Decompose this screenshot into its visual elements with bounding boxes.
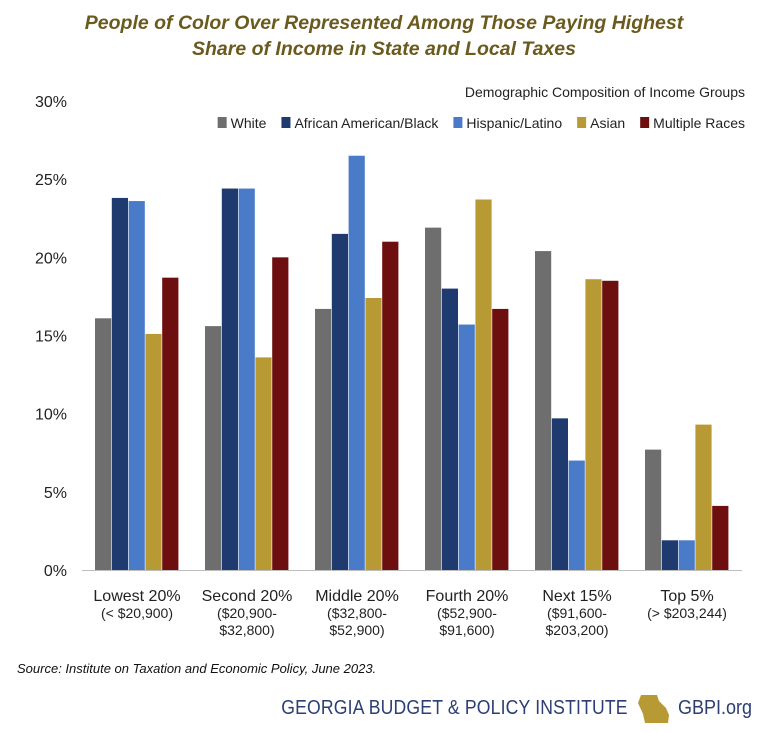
legend-swatch — [453, 117, 463, 128]
x-category-label: $52,900) — [329, 622, 384, 638]
bar-hispanic-latino-4 — [568, 460, 585, 570]
bar-asian-4 — [585, 279, 602, 570]
x-category-label: Fourth 20% — [426, 588, 509, 605]
legend-label: Asian — [590, 115, 625, 131]
bar-hispanic-latino-3 — [458, 324, 475, 570]
chart-title: People of Color Over Represented Among T… — [0, 10, 768, 62]
legend-swatch — [217, 117, 227, 128]
bar-white-1 — [205, 326, 222, 570]
chart-title-line-2: Share of Income in State and Local Taxes — [192, 38, 576, 60]
bar-chart: 0% 5% 10% 15% 20% 25% 30% Lowest 20%(< $20,900)… — [35, 84, 745, 638]
legend-label: Multiple Races — [653, 115, 745, 131]
bar-african-american-black-0 — [111, 197, 128, 570]
bar-white-4 — [535, 251, 552, 570]
bar-hispanic-latino-1 — [238, 188, 255, 570]
x-category-label: ($52,900- — [437, 605, 497, 621]
legend-label: African American/Black — [294, 115, 439, 131]
site-url: GBPI.org — [678, 697, 753, 719]
bar-white-3 — [425, 227, 442, 570]
y-tick-label: 30% — [35, 94, 67, 111]
bar-white-0 — [95, 318, 112, 570]
legend-label: White — [231, 115, 267, 131]
bar-asian-1 — [255, 357, 272, 570]
legend-label: Hispanic/Latino — [466, 115, 562, 131]
x-category-label: $32,800) — [219, 622, 274, 638]
org-name: GEORGIA BUDGET & POLICY INSTITUTE — [281, 697, 628, 719]
bar-multiple-races-5 — [712, 505, 729, 570]
legend-swatch — [577, 117, 587, 128]
bar-african-american-black-1 — [221, 188, 238, 570]
y-tick-label: 25% — [35, 172, 67, 189]
bar-multiple-races-1 — [272, 257, 289, 570]
bar-asian-2 — [365, 297, 382, 570]
chart-title-line-1: People of Color Over Represented Among T… — [84, 12, 684, 34]
x-category-label: ($91,600- — [547, 605, 607, 621]
x-category-label: $203,200) — [545, 622, 608, 638]
source-note: Source: Institute on Taxation and Econom… — [17, 661, 377, 676]
bar-hispanic-latino-5 — [678, 540, 695, 570]
bar-hispanic-latino-0 — [128, 201, 145, 570]
bar-hispanic-latino-2 — [348, 155, 365, 570]
y-tick-label: 15% — [35, 329, 67, 346]
bar-african-american-black-4 — [551, 418, 568, 570]
legend-swatch — [281, 117, 291, 128]
bar-white-2 — [315, 308, 332, 570]
x-category-label: $91,600) — [439, 622, 494, 638]
bar-multiple-races-0 — [162, 277, 179, 570]
x-category-label: (> $203,244) — [647, 605, 727, 621]
bar-white-5 — [645, 449, 662, 570]
y-tick-label: 20% — [35, 250, 67, 267]
bar-multiple-races-2 — [382, 241, 399, 570]
x-category-label: Top 5% — [660, 588, 713, 605]
y-tick-label: 0% — [44, 563, 67, 580]
bar-african-american-black-5 — [661, 540, 678, 570]
x-category-label: (< $20,900) — [101, 605, 173, 621]
footer-branding: GEORGIA BUDGET & POLICY INSTITUTE GBPI.o… — [0, 690, 768, 730]
bar-asian-0 — [145, 333, 162, 570]
legend-swatch — [640, 117, 650, 128]
x-category-label: Middle 20% — [315, 588, 399, 605]
y-tick-label: 10% — [35, 407, 67, 424]
bar-multiple-races-4 — [602, 280, 619, 570]
x-category-label: Lowest 20% — [93, 588, 180, 605]
y-tick-label: 5% — [44, 485, 67, 502]
bar-multiple-races-3 — [492, 308, 509, 570]
bar-african-american-black-3 — [441, 288, 458, 570]
georgia-state-icon — [638, 695, 669, 723]
bar-african-american-black-2 — [331, 233, 348, 570]
legend-title: Demographic Composition of Income Groups — [465, 84, 745, 100]
bar-asian-3 — [475, 199, 492, 571]
x-category-label: ($20,900- — [217, 605, 277, 621]
x-category-label: ($32,800- — [327, 605, 387, 621]
x-category-label: Second 20% — [202, 588, 293, 605]
x-category-label: Next 15% — [542, 588, 611, 605]
bar-asian-5 — [695, 424, 712, 570]
